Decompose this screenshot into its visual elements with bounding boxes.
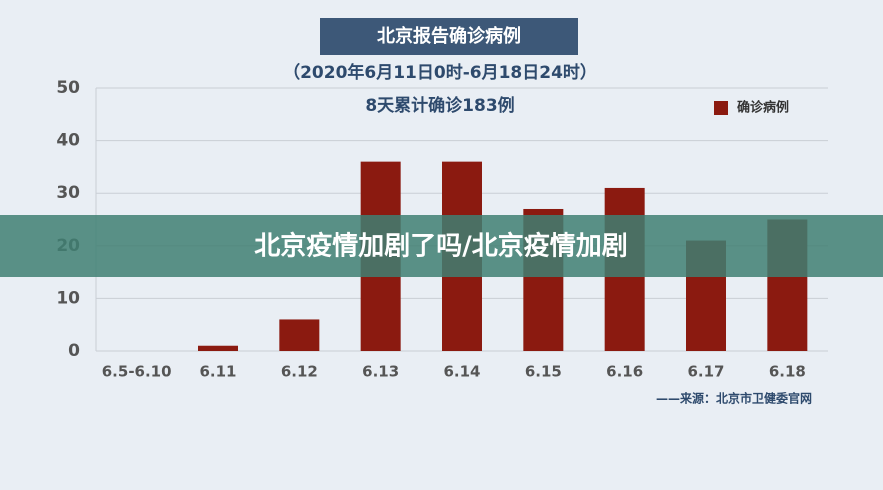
x-tick-label: 6.14 bbox=[443, 363, 480, 381]
legend-swatch bbox=[714, 101, 728, 115]
source: ——来源：北京市卫健委官网 bbox=[656, 391, 812, 406]
y-tick-label: 40 bbox=[56, 131, 80, 151]
bar bbox=[279, 319, 320, 351]
title-box bbox=[320, 18, 578, 55]
x-tick-label: 6.15 bbox=[525, 363, 562, 381]
annotation: 8天累计确诊183例 bbox=[365, 95, 514, 116]
banner-text: 北京疫情加剧了吗/北京疫情加剧 bbox=[254, 231, 628, 262]
x-tick-label: 6.16 bbox=[606, 363, 643, 381]
y-tick-label: 0 bbox=[68, 341, 80, 361]
x-tick-label: 6.18 bbox=[769, 363, 806, 381]
chart-subtitle: （2020年6月11日0时-6月18日24时） bbox=[283, 62, 597, 83]
x-tick-label: 6.5-6.10 bbox=[102, 363, 172, 381]
y-tick-label: 10 bbox=[56, 288, 80, 308]
bar bbox=[198, 345, 238, 351]
y-tick-label: 30 bbox=[56, 183, 80, 203]
y-tick-label: 50 bbox=[56, 78, 80, 98]
x-tick-label: 6.13 bbox=[362, 363, 399, 381]
x-tick-label: 6.12 bbox=[281, 363, 318, 381]
banner-band bbox=[0, 215, 883, 277]
legend-label: 确诊病例 bbox=[737, 100, 789, 116]
chart-title: 北京报告确诊病例 bbox=[377, 25, 521, 47]
x-tick-label: 6.11 bbox=[199, 363, 236, 381]
x-tick-label: 6.17 bbox=[687, 363, 724, 381]
